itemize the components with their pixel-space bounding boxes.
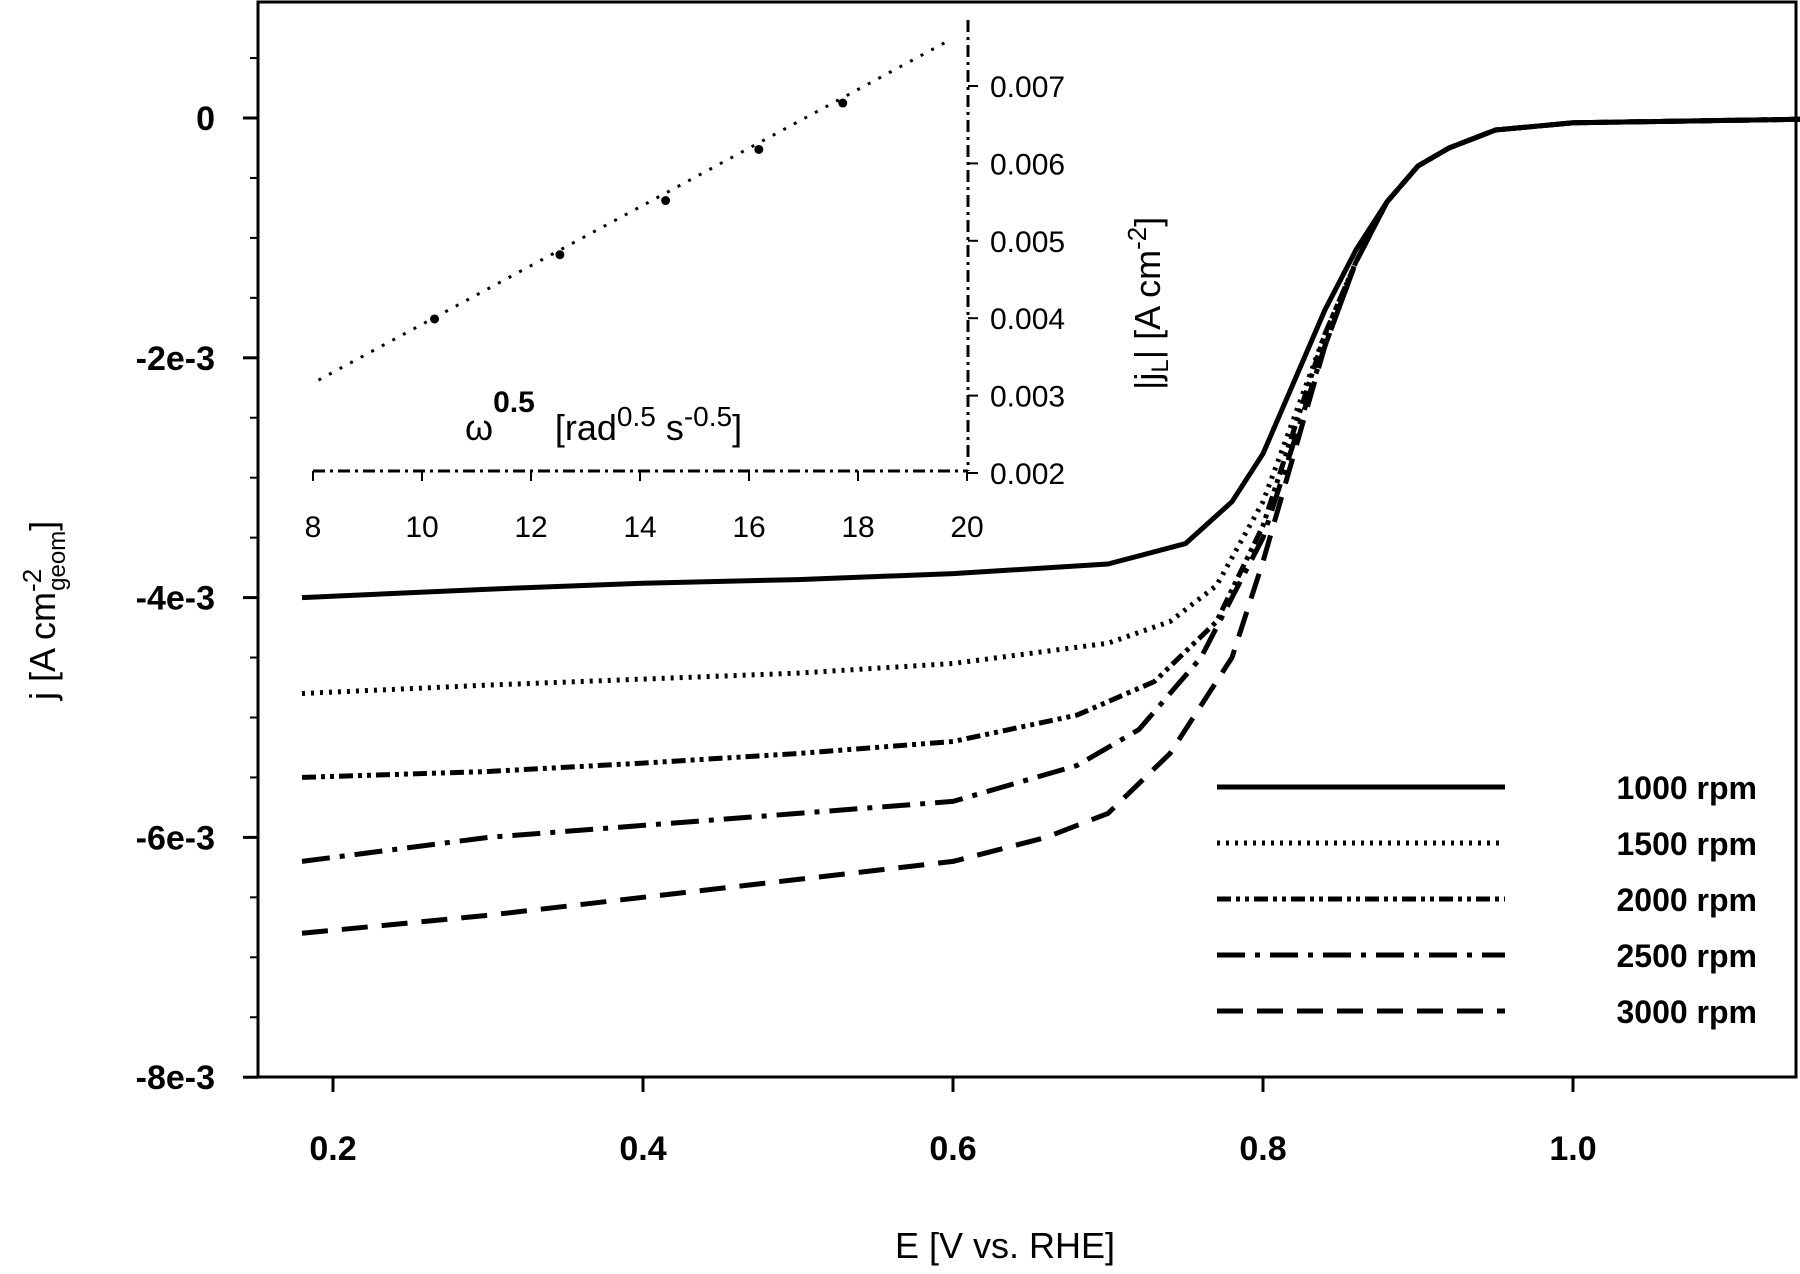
inset-y-tick-label: 0.002 bbox=[990, 458, 1065, 491]
x-tick-label: 0.4 bbox=[619, 1130, 666, 1168]
legend-label: 1500 rpm bbox=[1616, 826, 1757, 862]
x-tick-label: 1.0 bbox=[1549, 1130, 1596, 1168]
legend-label: 3000 rpm bbox=[1616, 994, 1757, 1030]
legend-label: 2000 rpm bbox=[1616, 882, 1757, 918]
inset-data-point bbox=[555, 250, 565, 260]
inset-data-point bbox=[838, 98, 848, 108]
inset-x-tick-label: 12 bbox=[514, 511, 547, 544]
inset-x-tick-label: 14 bbox=[623, 511, 656, 544]
inset-x-ticks: 8 10 12 14 16 18 20 bbox=[305, 471, 984, 544]
inset-data-point bbox=[754, 144, 764, 154]
inset-x-tick-label: 18 bbox=[841, 511, 874, 544]
legend-label: 1000 rpm bbox=[1616, 770, 1757, 806]
y-tick-label: -8e-3 bbox=[136, 1059, 215, 1097]
inset-series bbox=[317, 38, 952, 382]
inset-chart: 8 10 12 14 16 18 20 0.0020.0030.0040.0050.0060… bbox=[305, 20, 1174, 544]
y-axis-ticks: 0 -2e-3 -4e-3 -6e-3 -8e-3 bbox=[136, 57, 258, 1097]
inset-y-tick-label: 0.007 bbox=[990, 71, 1065, 104]
y-axis-title: j [A cm-2geom] bbox=[17, 521, 71, 701]
inset-y-ticks: 0.002 0.003 0.004 0.005 0.006 0.007 bbox=[968, 71, 1065, 491]
inset-y-axis-title: |jL| [A cm-2] bbox=[1122, 217, 1174, 390]
inset-y-tick-label: 0.005 bbox=[990, 226, 1065, 259]
x-tick-label: 0.6 bbox=[929, 1130, 976, 1168]
y-tick-label: -4e-3 bbox=[136, 580, 215, 618]
inset-x-tick-label: 20 bbox=[950, 511, 983, 544]
legend: 1000 rpm 1500 rpm 2000 rpm 2500 rpm 3000 rpm bbox=[1217, 770, 1757, 1030]
series-line-2000-rpm bbox=[301, 116, 1800, 780]
inset-x-tick-label: 8 bbox=[305, 511, 322, 544]
inset-y-tick-label: 0.006 bbox=[990, 148, 1065, 181]
y-tick-label: -2e-3 bbox=[136, 340, 215, 378]
x-axis-ticks: 0.2 0.4 0.6 0.8 1.0 bbox=[309, 1077, 1597, 1168]
inset-data-point bbox=[661, 196, 671, 206]
x-tick-label: 0.8 bbox=[1239, 1130, 1286, 1168]
inset-x-tick-label: 10 bbox=[405, 511, 438, 544]
legend-label: 2500 rpm bbox=[1616, 938, 1757, 974]
inset-x-tick-label: 16 bbox=[732, 511, 765, 544]
main-series-group bbox=[301, 116, 1800, 936]
y-tick-label: -6e-3 bbox=[136, 819, 215, 857]
x-axis-title: E [V vs. RHE] bbox=[895, 1225, 1115, 1266]
inset-y-tick-label: 0.004 bbox=[990, 303, 1065, 336]
inset-data-point bbox=[430, 314, 440, 324]
series-line-2500-rpm bbox=[301, 116, 1800, 864]
inset-y-tick-label: 0.003 bbox=[990, 381, 1065, 414]
plot-frame bbox=[256, 0, 1798, 1079]
series-line-3000-rpm bbox=[301, 116, 1800, 936]
x-tick-label: 0.2 bbox=[309, 1130, 356, 1168]
inset-fit-line bbox=[317, 38, 952, 382]
y-tick-label: 0 bbox=[196, 100, 215, 138]
inset-x-axis-title: ω0.5[rad0.5 s-0.5] bbox=[465, 386, 742, 448]
